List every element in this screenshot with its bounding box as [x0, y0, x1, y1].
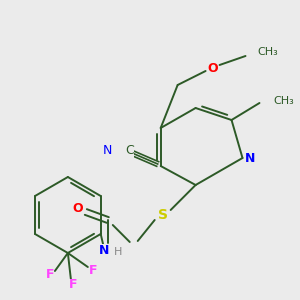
- Text: O: O: [73, 202, 83, 214]
- Text: CH₃: CH₃: [274, 96, 294, 106]
- Text: N: N: [102, 145, 112, 158]
- Text: F: F: [46, 268, 54, 281]
- Text: N: N: [99, 244, 109, 256]
- Text: N: N: [245, 152, 256, 164]
- Text: CH₃: CH₃: [257, 47, 278, 57]
- Text: S: S: [158, 208, 168, 222]
- Text: H: H: [114, 247, 122, 257]
- Text: O: O: [207, 61, 218, 74]
- Text: F: F: [88, 265, 97, 278]
- Text: F: F: [69, 278, 77, 292]
- Text: C: C: [125, 145, 134, 158]
